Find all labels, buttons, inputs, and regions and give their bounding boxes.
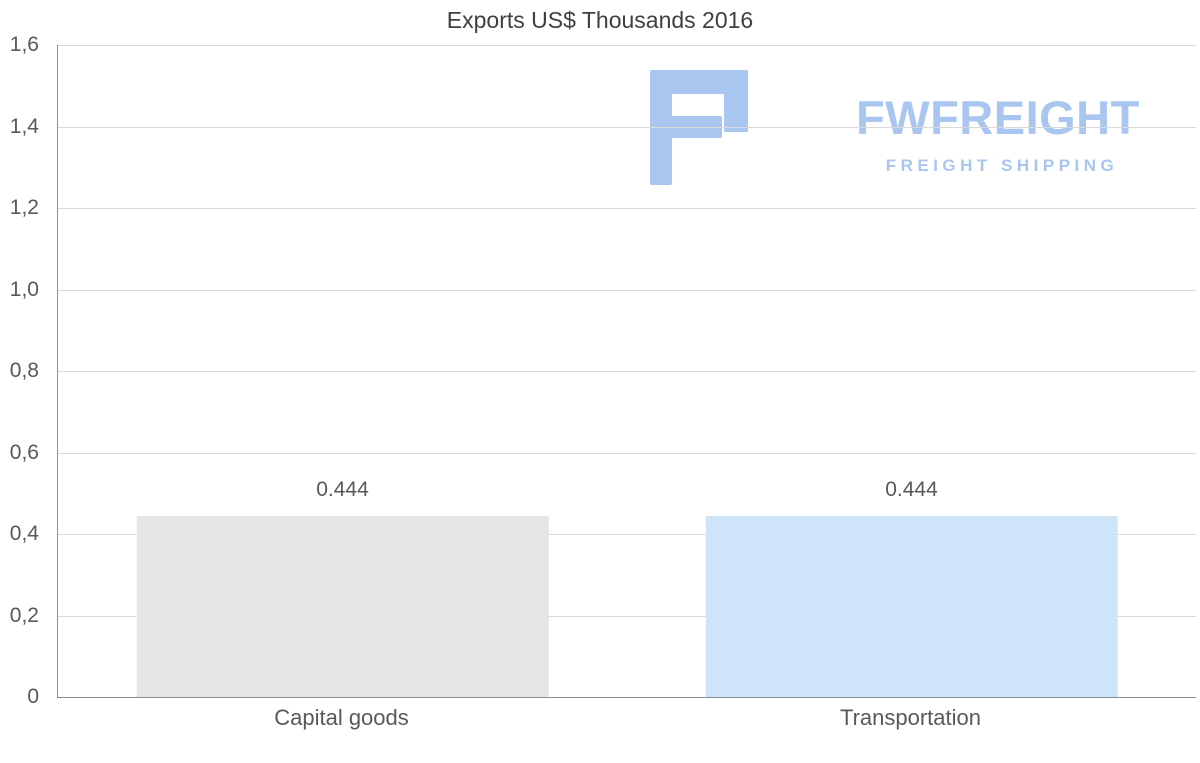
- y-tick-label: 1,0: [9, 277, 39, 301]
- gridlines: [58, 45, 1196, 697]
- bar-value-label: 0.444: [316, 478, 369, 502]
- y-tick-label: 0: [27, 685, 39, 708]
- bar-group-capital-goods: 0.444: [58, 45, 627, 697]
- y-tick-label: 0,8: [9, 359, 39, 382]
- y-tick-label: 0,4: [9, 522, 39, 545]
- gridline: [58, 45, 1196, 46]
- y-tick-label: 1,6: [9, 33, 39, 56]
- y-tick-label: 1,2: [9, 196, 39, 219]
- gridline: [58, 371, 1196, 372]
- chart-title: Exports US$ Thousands 2016: [446, 7, 754, 33]
- bar-value-label: 0.444: [885, 478, 938, 502]
- y-axis: 0 0,2 0,4 0,6 0,8 1,0 1,2 1,4 1,6: [0, 33, 49, 708]
- y-tick-label: 0,6: [9, 440, 39, 464]
- y-tick-label: 0,2: [9, 603, 39, 627]
- gridline: [58, 534, 1196, 535]
- y-tick-label: 1,4: [9, 114, 39, 138]
- gridline: [58, 452, 1196, 454]
- bar-transportation: [705, 516, 1118, 697]
- plot-area: 0.444 0.444: [57, 45, 1196, 698]
- gridline: [58, 208, 1196, 209]
- bar-capital-goods: [136, 516, 549, 697]
- gridline: [58, 615, 1196, 617]
- gridline: [58, 289, 1196, 291]
- x-axis: Capital goods Transportation: [57, 705, 1195, 731]
- gridline: [58, 126, 1196, 128]
- bar-group-transportation: 0.444: [627, 45, 1196, 697]
- bars: 0.444 0.444: [58, 45, 1196, 697]
- x-category-label: Capital goods: [274, 705, 409, 730]
- x-category-label: Transportation: [839, 705, 982, 730]
